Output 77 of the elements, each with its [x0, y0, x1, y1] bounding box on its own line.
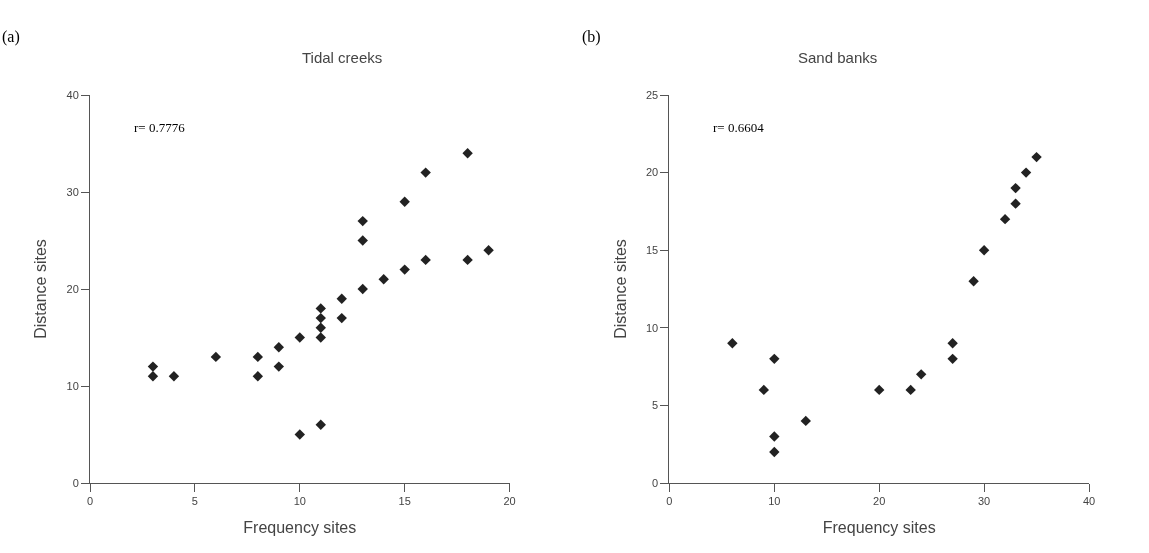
point — [1020, 167, 1032, 178]
y-tick-label: 10 — [66, 379, 79, 392]
y-tick-label: 10 — [645, 321, 659, 334]
x-tick-label: 5 — [191, 495, 198, 508]
y-tick-label: 20 — [645, 166, 659, 179]
point — [420, 167, 431, 178]
point — [252, 351, 264, 363]
chart-title: Tidal creeks — [302, 49, 383, 66]
y-tick-label: 25 — [645, 88, 659, 101]
point — [336, 312, 347, 324]
point — [315, 303, 326, 314]
x-tick-label: 40 — [1082, 495, 1096, 508]
x-axis-title: Frequency sites — [243, 518, 357, 536]
point — [420, 254, 431, 266]
y-tick-label: 5 — [652, 399, 659, 412]
point — [336, 293, 347, 304]
point — [999, 213, 1011, 225]
point — [315, 322, 326, 333]
y-tick-label: 30 — [66, 185, 79, 198]
point — [758, 384, 770, 396]
x-tick-label: 10 — [293, 495, 306, 508]
annotation: r= 0.6604 — [713, 120, 765, 135]
text: (a) — [2, 28, 20, 46]
point — [947, 353, 958, 365]
point — [399, 196, 410, 207]
y-tick-label: 0 — [652, 476, 659, 489]
y-axis-title: Distance sites — [32, 239, 50, 339]
point — [168, 371, 180, 382]
point — [769, 446, 780, 458]
point — [273, 342, 285, 353]
point — [483, 245, 494, 256]
point — [462, 148, 473, 159]
point — [294, 429, 305, 440]
y-tick-label: 20 — [66, 282, 79, 295]
annotation: r= 0.7776 — [134, 120, 186, 135]
point — [357, 283, 368, 295]
point — [915, 369, 927, 380]
chart-title: Sand banks — [798, 49, 878, 66]
x-tick-label: 0 — [666, 495, 673, 508]
point — [399, 264, 410, 275]
point — [727, 338, 738, 349]
point — [462, 254, 473, 266]
x-tick-label: 0 — [86, 495, 94, 508]
x-axis-title: Frequency sites — [822, 518, 936, 536]
y-tick-label: 0 — [72, 476, 79, 489]
point — [294, 332, 305, 343]
point — [905, 384, 916, 396]
point — [1031, 151, 1042, 163]
x-tick-label: 15 — [398, 495, 411, 508]
point — [315, 419, 326, 430]
text: (b) — [582, 28, 601, 46]
y-axis-title: Distance sites — [611, 239, 629, 339]
point — [252, 371, 264, 382]
x-tick-label: 20 — [873, 495, 886, 508]
y-tick-label: 40 — [66, 88, 79, 101]
x-tick-label: 10 — [768, 495, 781, 508]
x-tick-label: 30 — [977, 495, 991, 508]
point — [210, 351, 222, 363]
point — [978, 245, 990, 256]
point — [874, 384, 885, 396]
point — [378, 274, 389, 285]
point — [800, 415, 811, 427]
point — [357, 235, 368, 246]
y-tick-label: 15 — [645, 244, 659, 257]
point — [357, 215, 368, 227]
x-tick-label: 20 — [503, 495, 516, 508]
point — [769, 353, 780, 365]
point — [769, 431, 780, 442]
point — [1010, 182, 1021, 194]
point — [315, 332, 326, 343]
point — [315, 312, 326, 324]
point — [147, 371, 159, 382]
point — [147, 361, 159, 372]
point — [947, 338, 958, 349]
point — [1010, 198, 1021, 209]
point — [968, 276, 979, 287]
point — [273, 361, 285, 372]
